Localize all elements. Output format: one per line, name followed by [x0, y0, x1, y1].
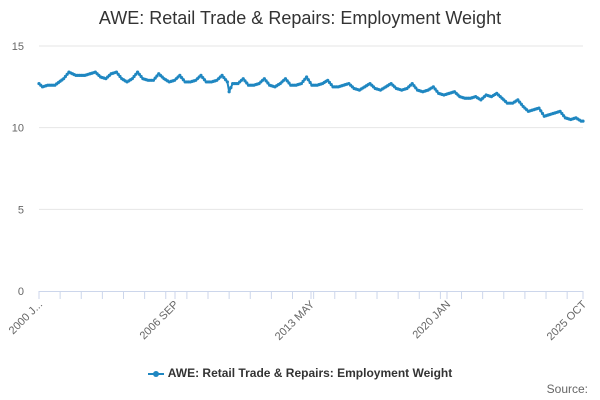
data-point: [537, 106, 541, 110]
data-point: [433, 87, 437, 91]
x-tick-label: 2020 JAN: [410, 299, 453, 342]
data-point: [518, 100, 522, 104]
legend-swatch-icon: [147, 369, 164, 379]
data-point: [581, 119, 585, 123]
data-point: [266, 81, 270, 85]
data-point: [329, 83, 333, 87]
data-point: [118, 74, 122, 79]
data-point: [303, 77, 307, 81]
series-layer: [37, 70, 585, 123]
data-point: [135, 70, 140, 74]
x-tick-label: 2006 SEP: [138, 299, 182, 343]
data-point: [114, 70, 119, 74]
y-tick-label: 0: [18, 286, 24, 298]
data-point: [326, 78, 330, 82]
data-point: [134, 72, 138, 76]
data-point: [225, 80, 229, 84]
y-tick-label: 5: [18, 204, 24, 216]
data-point: [201, 75, 205, 80]
x-tick-label: 2000 J...: [7, 299, 45, 337]
x-axis: [38, 291, 584, 299]
data-point: [412, 84, 416, 88]
data-point: [130, 77, 134, 81]
data-point: [202, 78, 207, 82]
data-point: [65, 72, 69, 76]
data-point: [431, 85, 435, 89]
legend[interactable]: AWE: Retail Trade & Repairs: Employment …: [0, 366, 600, 380]
data-point: [283, 77, 288, 81]
data-point: [540, 111, 545, 116]
data-point: [308, 80, 312, 85]
data-point: [180, 75, 184, 80]
data-point: [178, 73, 182, 77]
data-point: [410, 81, 414, 86]
data-point: [151, 78, 156, 82]
legend-label: AWE: Retail Trade & Repairs: Employment …: [167, 366, 453, 380]
data-point: [181, 78, 185, 82]
data-point: [264, 79, 268, 83]
data-point: [137, 72, 141, 76]
x-axis-ticks: 2000 J... 2006 SEP 2013 MAY 2020 JAN 2025 OC…: [7, 298, 590, 343]
data-point: [285, 79, 289, 83]
data-point: [229, 86, 233, 90]
data-point: [155, 74, 159, 78]
data-point: [132, 74, 136, 79]
data-point: [539, 109, 543, 113]
chart-title: AWE: Retail Trade & Repairs: Employment …: [98, 8, 502, 28]
data-point: [435, 89, 439, 93]
y-axis-ticks: 0 5 10 15: [12, 41, 24, 298]
data-point: [241, 77, 245, 81]
data-point: [560, 111, 564, 116]
data-point: [153, 76, 157, 80]
data-point: [327, 80, 332, 85]
data-point: [243, 79, 247, 83]
data-point: [519, 102, 523, 106]
source-credit[interactable]: Source:: [546, 382, 588, 396]
data-point: [562, 114, 566, 118]
data-point: [220, 73, 224, 77]
gridlines: [39, 45, 583, 210]
data-point: [305, 75, 309, 79]
data-point: [222, 75, 226, 80]
data-point: [62, 77, 66, 81]
data-point: [63, 74, 68, 79]
data-point: [227, 90, 231, 94]
data-point: [299, 81, 303, 86]
data-point: [199, 73, 203, 77]
data-point: [306, 78, 310, 82]
data-point: [287, 81, 291, 85]
data-point: [116, 72, 120, 76]
data-point: [224, 78, 228, 82]
data-point: [262, 77, 266, 81]
data-point: [139, 74, 143, 79]
y-tick-label: 15: [12, 41, 24, 53]
data-point: [558, 109, 562, 113]
x-tick-label: 2013 MAY: [273, 298, 318, 343]
data-point: [301, 79, 305, 83]
data-point: [245, 81, 249, 85]
x-tick-label: 2025 OCT: [545, 298, 590, 343]
data-point: [516, 98, 520, 102]
y-tick-label: 10: [12, 123, 24, 135]
data-point: [414, 86, 418, 90]
